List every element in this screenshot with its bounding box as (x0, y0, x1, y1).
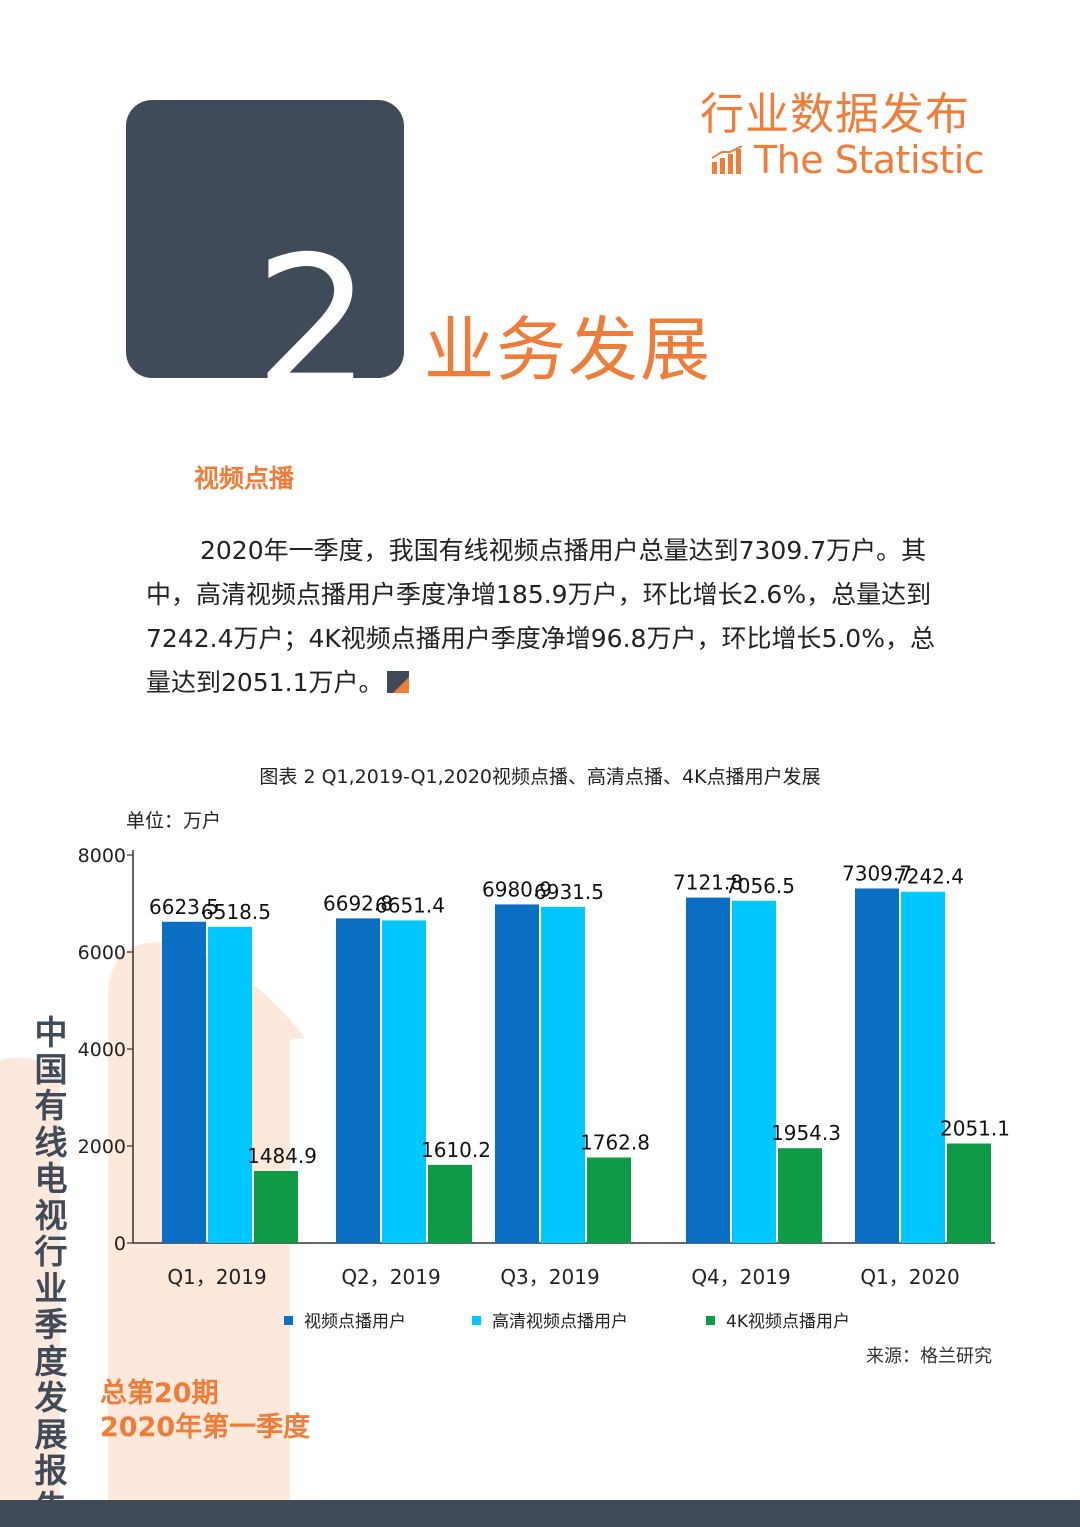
legend-swatch (706, 1316, 715, 1325)
bar-2 (901, 891, 945, 1243)
data-label: 1610.2 (421, 1138, 491, 1162)
bar-1 (686, 897, 730, 1243)
chart-caption: 图表 2 Q1,2019-Q1,2020视频点播、高清点播、4K点播用户发展 (259, 766, 821, 788)
data-label: 6980.9 (482, 877, 552, 901)
brand-title-cn: 行业数据发布 (700, 89, 970, 140)
section-heading: 视频点播 (194, 464, 295, 493)
footer-bar (0, 1500, 1080, 1527)
y-tick-label: 0 (114, 1233, 126, 1255)
legend-swatch (472, 1316, 481, 1325)
bar-1 (495, 904, 539, 1243)
x-tick-label: Q4，2019 (691, 1265, 790, 1289)
chapter-number: 2 (254, 216, 372, 379)
data-label: 1484.9 (247, 1144, 317, 1168)
data-label: 1954.3 (771, 1121, 841, 1145)
x-tick-label: Q1，2020 (860, 1265, 959, 1289)
bar-3 (587, 1157, 631, 1243)
data-label: 7242.4 (894, 865, 964, 889)
brand-title-en: The Statistic (754, 138, 985, 182)
data-label: 7121.8 (673, 871, 743, 895)
y-tick-label: 6000 (78, 942, 126, 964)
bar-3 (254, 1170, 298, 1243)
bar-1 (162, 921, 206, 1243)
x-tick-label: Q3，2019 (500, 1265, 599, 1289)
data-label: 2051.1 (940, 1117, 1010, 1141)
legend-label: 4K视频点播用户 (726, 1312, 850, 1332)
bar-1 (855, 888, 899, 1243)
chart-unit-label: 单位：万户 (126, 810, 222, 832)
data-label: 7056.5 (725, 874, 795, 898)
chapter-number-box: 2 (126, 100, 404, 378)
paragraph-text: 2020年一季度，我国有线视频点播用户总量达到7309.7万户。其中，高清视频点… (146, 536, 935, 697)
data-label: 6692.8 (323, 891, 393, 915)
body-paragraph: 2020年一季度，我国有线视频点播用户总量达到7309.7万户。其中，高清视频点… (146, 529, 946, 705)
bar-2 (208, 926, 252, 1243)
x-tick-label: Q2，2019 (341, 1265, 440, 1289)
legend-swatch (284, 1316, 293, 1325)
data-label: 6651.4 (375, 893, 445, 917)
bar-2 (732, 900, 776, 1243)
end-mark-icon (387, 671, 410, 693)
bar-3 (778, 1148, 822, 1243)
bar-2 (382, 920, 426, 1243)
bar-1 (336, 918, 380, 1243)
y-tick-label: 2000 (78, 1136, 126, 1158)
y-tick-label: 8000 (78, 845, 126, 867)
chart-source: 来源：格兰研究 (866, 1346, 992, 1367)
data-label: 6931.5 (534, 880, 604, 904)
y-tick-label: 4000 (78, 1039, 126, 1061)
issue-quarter: 2020年第一季度 (100, 1412, 311, 1443)
chapter-title: 业务发展 (424, 309, 712, 391)
bar-chart-icon (712, 146, 743, 174)
bar-2 (541, 906, 585, 1243)
x-tick-label: Q1，2019 (167, 1265, 266, 1289)
bar-3 (428, 1164, 472, 1243)
data-label: 6518.5 (201, 900, 271, 924)
legend-label: 视频点播用户 (304, 1312, 406, 1332)
issue-number: 总第20期 (100, 1378, 219, 1409)
legend-label: 高清视频点播用户 (492, 1312, 628, 1332)
bar-3 (947, 1143, 991, 1243)
report-vertical-title: 中国有线电视行业季度发展报告 (34, 1013, 68, 1525)
brand-title-en-wrapper: The Statistic (712, 137, 985, 183)
data-label: 6623.5 (149, 895, 219, 919)
data-label: 1762.8 (580, 1131, 650, 1155)
data-label: 7309.7 (842, 861, 912, 885)
